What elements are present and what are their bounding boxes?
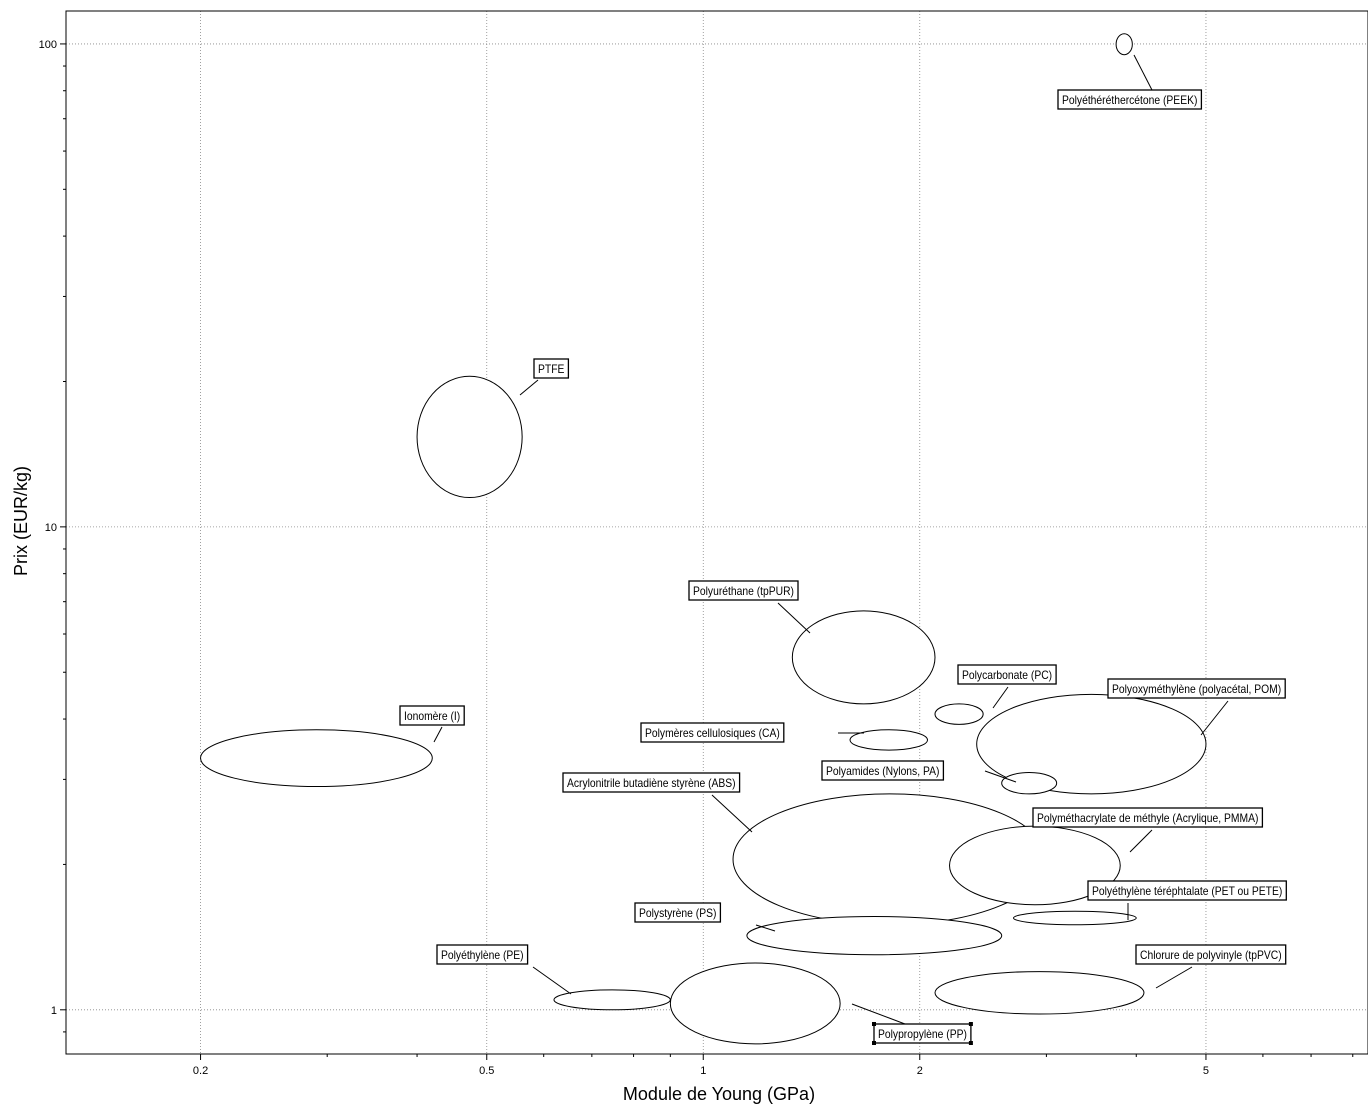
label-box <box>1032 807 1264 828</box>
bubble-polyetherethercetone-peek <box>1115 33 1133 56</box>
leader-line <box>1155 966 1193 989</box>
label-text: Polyéthylène téréphtalate (PET ou PETE) <box>1092 884 1282 898</box>
bubble-polycarbonate-pc <box>934 703 984 725</box>
selection-handle[interactable] <box>872 1022 876 1026</box>
label-text: Polyéthylène (PE) <box>441 948 524 962</box>
label-polyamides-nylons-pa: Polyamides (Nylons, PA) <box>821 760 1017 783</box>
label-box <box>562 772 741 793</box>
bubble-polyoxymethylene-polyacetal-pom <box>976 693 1207 795</box>
bubble-layer <box>200 33 1207 1045</box>
x-tick-label: 5 <box>1203 1065 1209 1077</box>
bubble-ionomere-i <box>200 729 433 787</box>
axis-ticks: 0.2 0.5 1 2 5 1 10 100 <box>39 39 1354 1077</box>
label-text: Polyamides (Nylons, PA) <box>826 764 939 778</box>
leader-line <box>1133 54 1153 91</box>
label-text: PTFE <box>538 362 564 376</box>
label-text: Polyéthéréthercétone (PEEK) <box>1062 93 1197 107</box>
bubble-polypropylene-pp <box>669 962 841 1045</box>
label-polyurethane-tppur: Polyuréthane (tpPUR) <box>688 580 811 634</box>
y-tick-label: 10 <box>45 522 57 534</box>
bubble-polyethylene-terephtalate-pet-ou-pete <box>1012 910 1137 926</box>
label-text: Polyméthacrylate de méthyle (Acrylique, … <box>1037 811 1258 825</box>
leader-line <box>532 966 572 995</box>
bubble-polystyrene-ps <box>746 916 1003 956</box>
label-box <box>688 580 799 601</box>
label-text: Acrylonitrile butadiène styrène (ABS) <box>567 776 736 790</box>
bubble-polyethylene-pe <box>553 989 671 1011</box>
bubble-chlorure-de-polyvinyle-tppvc <box>934 971 1145 1015</box>
label-box <box>436 944 529 965</box>
leader-line <box>992 686 1009 709</box>
label-ptfe: PTFE <box>519 358 570 396</box>
label-layer: Polyéthéréthercétone (PEEK) PTFE Polyuréth… <box>399 54 1287 1045</box>
y-axis-title: Prix (EUR/kg) <box>11 466 31 576</box>
leader-line <box>851 1003 906 1025</box>
x-tick-label: 1 <box>700 1065 706 1077</box>
label-polyetherethercetone-peek: Polyéthéréthercétone (PEEK) <box>1057 54 1203 110</box>
label-text: Ionomère (I) <box>404 709 460 723</box>
leader-line <box>519 379 539 396</box>
label-text: Polyoxyméthylène (polyacétal, POM) <box>1112 682 1281 696</box>
label-acrylonitrile-butadiene-styrene-abs: Acrylonitrile butadiène styrène (ABS) <box>562 772 753 833</box>
label-polymeres-cellulosiques-ca: Polymères cellulosiques (CA) <box>640 722 864 743</box>
leader-line <box>755 924 776 932</box>
label-polymethacrylate-de-methyle-acrylique-pmma: Polyméthacrylate de méthyle (Acrylique, … <box>1032 807 1264 853</box>
label-box <box>873 1023 972 1044</box>
bubble-polyamides-nylons-pa <box>1001 772 1058 795</box>
leader-line <box>433 726 443 743</box>
y-tick-label: 100 <box>39 39 57 51</box>
x-tick-label: 0.2 <box>193 1065 208 1077</box>
leader-line <box>1129 829 1153 853</box>
label-box <box>821 760 945 781</box>
bubble-ptfe <box>416 375 523 499</box>
label-box <box>1057 89 1203 110</box>
plot-area-frame <box>65 10 1368 1055</box>
label-box <box>399 705 465 726</box>
leader-line <box>711 794 753 833</box>
x-axis-title: Module de Young (GPa) <box>623 1084 815 1104</box>
label-box <box>634 902 722 923</box>
bubble-polymeres-cellulosiques-ca <box>849 729 928 751</box>
label-text: Polyuréthane (tpPUR) <box>693 584 794 598</box>
label-polystyrene-ps: Polystyrène (PS) <box>634 902 776 932</box>
label-polypropylene-pp: Polypropylène (PP) <box>851 1003 972 1044</box>
leader-line <box>777 602 811 634</box>
y-tick-label: 1 <box>51 1005 57 1017</box>
label-text: Polymères cellulosiques (CA) <box>645 726 780 740</box>
x-tick-label: 2 <box>917 1065 923 1077</box>
label-text: Polycarbonate (PC) <box>962 668 1052 682</box>
label-polyoxymethylene-polyacetal-pom: Polyoxyméthylène (polyacétal, POM) <box>1107 678 1286 736</box>
label-text: Polypropylène (PP) <box>878 1027 967 1041</box>
label-box <box>1135 944 1287 965</box>
selection-handle[interactable] <box>968 1041 973 1045</box>
label-text: Polystyrène (PS) <box>639 906 716 920</box>
bubble-polyurethane-tppur <box>791 610 936 705</box>
label-polycarbonate-pc: Polycarbonate (PC) <box>957 664 1057 709</box>
selection-handle[interactable] <box>968 1022 973 1026</box>
label-box <box>1087 880 1287 901</box>
label-text: Chlorure de polyvinyle (tpPVC) <box>1140 948 1282 962</box>
leader-line <box>1200 700 1229 736</box>
label-polyethylene-terephtalate-pet-ou-pete: Polyéthylène téréphtalate (PET ou PETE) <box>1087 880 1287 920</box>
x-tick-label: 0.5 <box>479 1065 494 1077</box>
leader-line <box>984 770 1017 783</box>
label-chlorure-de-polyvinyle-tppvc: Chlorure de polyvinyle (tpPVC) <box>1135 944 1287 989</box>
label-ionomere-i: Ionomère (I) <box>399 705 465 743</box>
label-box <box>640 722 785 743</box>
label-box <box>957 664 1057 685</box>
label-polyethylene-pe: Polyéthylène (PE) <box>436 944 572 995</box>
selection-handle[interactable] <box>872 1041 876 1045</box>
label-box <box>1107 678 1286 699</box>
label-box <box>533 358 570 379</box>
